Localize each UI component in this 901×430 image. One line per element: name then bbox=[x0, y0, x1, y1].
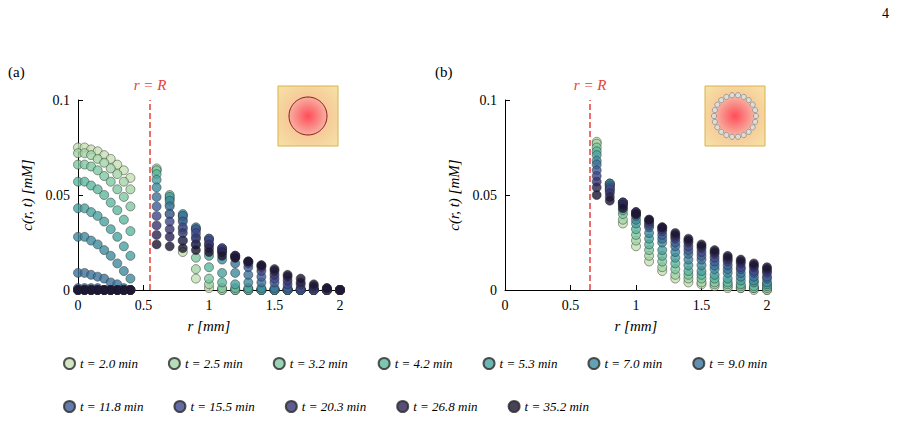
svg-text:1.5: 1.5 bbox=[693, 298, 711, 313]
svg-text:1: 1 bbox=[633, 298, 640, 313]
svg-text:r = R: r = R bbox=[574, 77, 607, 93]
svg-text:0.1: 0.1 bbox=[480, 93, 498, 108]
svg-text:0.1: 0.1 bbox=[53, 93, 71, 108]
svg-text:1.5: 1.5 bbox=[266, 298, 284, 313]
svg-text:0.05: 0.05 bbox=[473, 188, 498, 203]
svg-text:r [mm]: r [mm] bbox=[615, 318, 658, 334]
svg-text:t = 20.3 min: t = 20.3 min bbox=[302, 399, 366, 414]
svg-text:(b): (b) bbox=[435, 64, 453, 81]
svg-text:2: 2 bbox=[764, 298, 771, 313]
svg-text:0.05: 0.05 bbox=[46, 188, 71, 203]
svg-text:t = 3.2 min: t = 3.2 min bbox=[290, 356, 348, 371]
svg-text:t = 15.5 min: t = 15.5 min bbox=[190, 399, 254, 414]
svg-text:t = 2.0 min: t = 2.0 min bbox=[80, 356, 138, 371]
svg-text:0.5: 0.5 bbox=[135, 298, 153, 313]
svg-text:1: 1 bbox=[206, 298, 213, 313]
svg-text:4: 4 bbox=[882, 6, 889, 21]
svg-text:c(r, t) [mM]: c(r, t) [mM] bbox=[19, 159, 36, 230]
svg-text:0: 0 bbox=[63, 283, 70, 298]
svg-text:0: 0 bbox=[490, 283, 497, 298]
svg-text:0: 0 bbox=[502, 298, 509, 313]
svg-text:t = 2.5 min: t = 2.5 min bbox=[185, 356, 243, 371]
svg-text:0.5: 0.5 bbox=[562, 298, 580, 313]
svg-text:(a): (a) bbox=[8, 64, 25, 81]
svg-text:t = 7.0 min: t = 7.0 min bbox=[604, 356, 662, 371]
svg-text:t = 11.8 min: t = 11.8 min bbox=[80, 399, 143, 414]
svg-text:c(r, t) [mM]: c(r, t) [mM] bbox=[446, 159, 463, 230]
svg-text:2: 2 bbox=[337, 298, 344, 313]
svg-text:r [mm]: r [mm] bbox=[188, 318, 231, 334]
svg-text:0: 0 bbox=[75, 298, 82, 313]
svg-text:t = 4.2 min: t = 4.2 min bbox=[395, 356, 453, 371]
svg-text:r = R: r = R bbox=[134, 77, 167, 93]
svg-text:t = 9.0 min: t = 9.0 min bbox=[709, 356, 767, 371]
svg-text:t = 5.3 min: t = 5.3 min bbox=[500, 356, 558, 371]
svg-text:t = 35.2 min: t = 35.2 min bbox=[525, 399, 589, 414]
svg-text:t = 26.8 min: t = 26.8 min bbox=[413, 399, 477, 414]
